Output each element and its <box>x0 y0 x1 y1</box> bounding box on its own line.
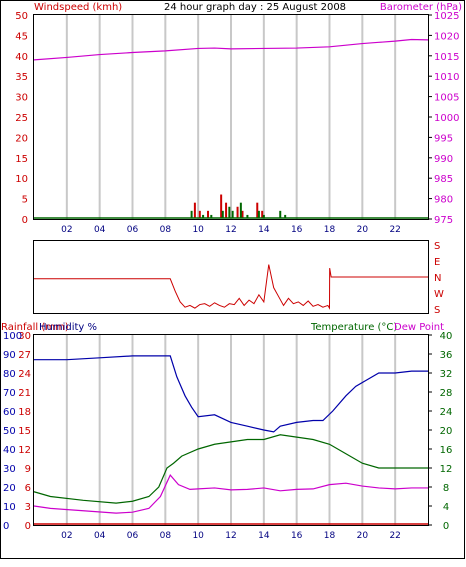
y-tick-right: 985 <box>434 174 453 185</box>
y-tick-right: 1005 <box>434 93 459 104</box>
humidity-tick: 30 <box>3 464 16 475</box>
x-tick-label: 10 <box>192 225 204 235</box>
rainfall-tick: 27 <box>18 350 31 361</box>
temperature-tick: 4 <box>443 502 449 513</box>
humidity-tick: 10 <box>3 502 16 513</box>
y-tick-right: 1025 <box>434 11 459 22</box>
rainfall-tick: 30 <box>18 331 31 342</box>
x-tick-label: 06 <box>127 225 139 235</box>
temperature-tick: 12 <box>440 464 453 475</box>
y-tick-left: 25 <box>15 113 28 124</box>
y-tick-left: 30 <box>15 93 28 104</box>
y-tick-right: 990 <box>434 154 453 165</box>
y-tick-left: 40 <box>15 52 28 63</box>
rainfall-tick: 21 <box>18 388 31 399</box>
temperature-tick: 20 <box>440 426 453 437</box>
humidity-tick: 70 <box>3 388 16 399</box>
x-tick-label: 04 <box>94 225 106 235</box>
rainfall-tick: 0 <box>25 521 31 532</box>
humidity-axis-label: Humidity % <box>39 322 97 333</box>
humidity-tick: 20 <box>3 483 16 494</box>
panel3-grid <box>65 335 397 525</box>
y-tick-right: 1015 <box>434 52 459 63</box>
barometer-axis-label: Barometer (hPa) <box>380 2 462 13</box>
x-tick-label: 18 <box>324 225 336 235</box>
compass-label: S <box>434 241 440 252</box>
series-marks <box>33 38 429 525</box>
temperature-tick: 16 <box>440 445 453 456</box>
x-tick-label: 22 <box>389 531 400 541</box>
humidity-tick: 60 <box>3 407 16 418</box>
rainfall-tick: 6 <box>25 483 31 494</box>
temperature-tick: 8 <box>443 483 449 494</box>
temperature-line <box>33 434 428 504</box>
temperature-axis-label: Temperature (°C) <box>310 322 397 333</box>
rainfall-tick: 9 <box>25 464 31 475</box>
x-tick-label: 14 <box>258 225 270 235</box>
x-tick-label: 16 <box>291 225 303 235</box>
humidity-line <box>34 355 428 433</box>
x-tick-label: 18 <box>324 531 336 541</box>
y-tick-left: 35 <box>15 72 28 83</box>
chart-title: 24 hour graph day : 25 August 2008 <box>164 2 346 13</box>
rainfall-tick: 24 <box>18 369 31 380</box>
x-tick-label: 10 <box>192 531 204 541</box>
y-tick-right: 995 <box>434 133 453 144</box>
temperature-tick: 24 <box>440 407 453 418</box>
y-tick-left: 50 <box>15 11 28 22</box>
temperature-tick: 36 <box>440 350 453 361</box>
x-tick-label: 08 <box>160 531 172 541</box>
humidity-tick: 100 <box>3 331 22 342</box>
y-tick-left: 0 <box>22 215 28 226</box>
y-tick-left: 20 <box>15 133 28 144</box>
y-tick-right: 1010 <box>434 72 459 83</box>
rainfall-tick: 3 <box>25 502 31 513</box>
x-tick-label: 14 <box>258 531 270 541</box>
compass-label: N <box>434 273 441 284</box>
y-tick-right: 1000 <box>434 113 459 124</box>
x-tick-label: 02 <box>61 225 72 235</box>
humidity-tick: 50 <box>3 426 16 437</box>
x-tick-label: 12 <box>225 531 236 541</box>
x-tick-label: 06 <box>127 531 139 541</box>
humidity-tick: 0 <box>3 521 9 532</box>
humidity-tick: 80 <box>3 369 16 380</box>
axis-ticks: 0202040406060808101012121414161618182020… <box>3 11 459 541</box>
dewpoint-axis-label: Dew Point <box>394 322 444 333</box>
x-tick-label: 20 <box>357 225 369 235</box>
barometer-line <box>33 38 429 61</box>
x-tick-label: 08 <box>160 225 172 235</box>
dewpoint-line <box>33 474 428 514</box>
y-tick-right: 980 <box>434 195 453 206</box>
compass-label: W <box>434 289 444 300</box>
rainfall-tick: 15 <box>18 426 31 437</box>
rainfall-tick: 12 <box>18 445 31 456</box>
humidity-tick: 90 <box>3 350 16 361</box>
y-tick-right: 1020 <box>434 31 459 42</box>
compass-label: S <box>434 305 440 316</box>
y-tick-left: 10 <box>15 174 28 185</box>
rainfall-axis-label: Rainfall (mm) <box>1 322 69 333</box>
temperature-tick: 28 <box>440 388 453 399</box>
y-tick-right: 975 <box>434 215 453 226</box>
x-tick-label: 04 <box>94 531 106 541</box>
windspeed-axis-label: Windspeed (kmh) <box>34 2 122 13</box>
x-tick-label: 02 <box>61 531 72 541</box>
y-tick-left: 15 <box>15 154 28 165</box>
x-tick-label: 20 <box>357 531 369 541</box>
x-tick-label: 12 <box>225 225 236 235</box>
x-tick-label: 22 <box>389 225 400 235</box>
compass-label: E <box>434 257 440 268</box>
y-tick-left: 45 <box>15 31 28 42</box>
wind-direction-line <box>34 264 428 310</box>
x-tick-label: 16 <box>291 531 303 541</box>
humidity-tick: 40 <box>3 445 16 456</box>
y-tick-left: 5 <box>22 195 28 206</box>
rainfall-tick: 18 <box>18 407 31 418</box>
temperature-tick: 0 <box>443 521 449 532</box>
temperature-tick: 40 <box>440 331 453 342</box>
temperature-tick: 32 <box>440 369 453 380</box>
